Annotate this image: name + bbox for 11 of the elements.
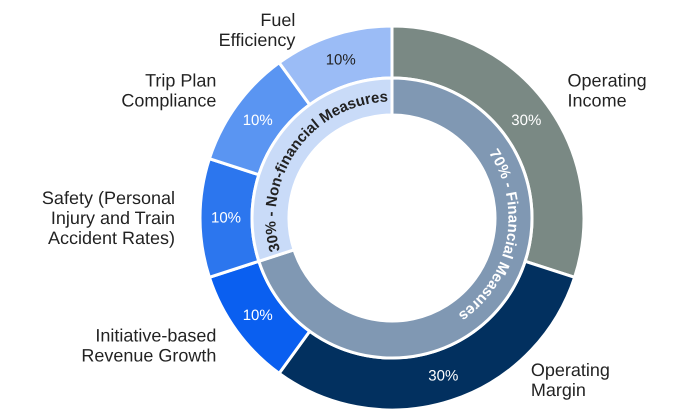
data-label: 30% [511,112,542,129]
data-label: 10% [326,52,356,69]
slice-label: Trip Plan Compliance [121,70,216,110]
data-label: 30% [428,367,458,384]
slice-label: Fuel Efficiency [218,10,296,50]
slice-label: Initiative-based Revenue Growth [81,326,216,366]
slice-label: Operating Income [568,70,647,110]
slice-label: Operating Margin [530,360,610,400]
data-label: 10% [210,210,242,226]
data-label: 10% [242,307,273,324]
slice-label: Safety (Personal Injury and Train Accident Rates) [42,188,175,248]
